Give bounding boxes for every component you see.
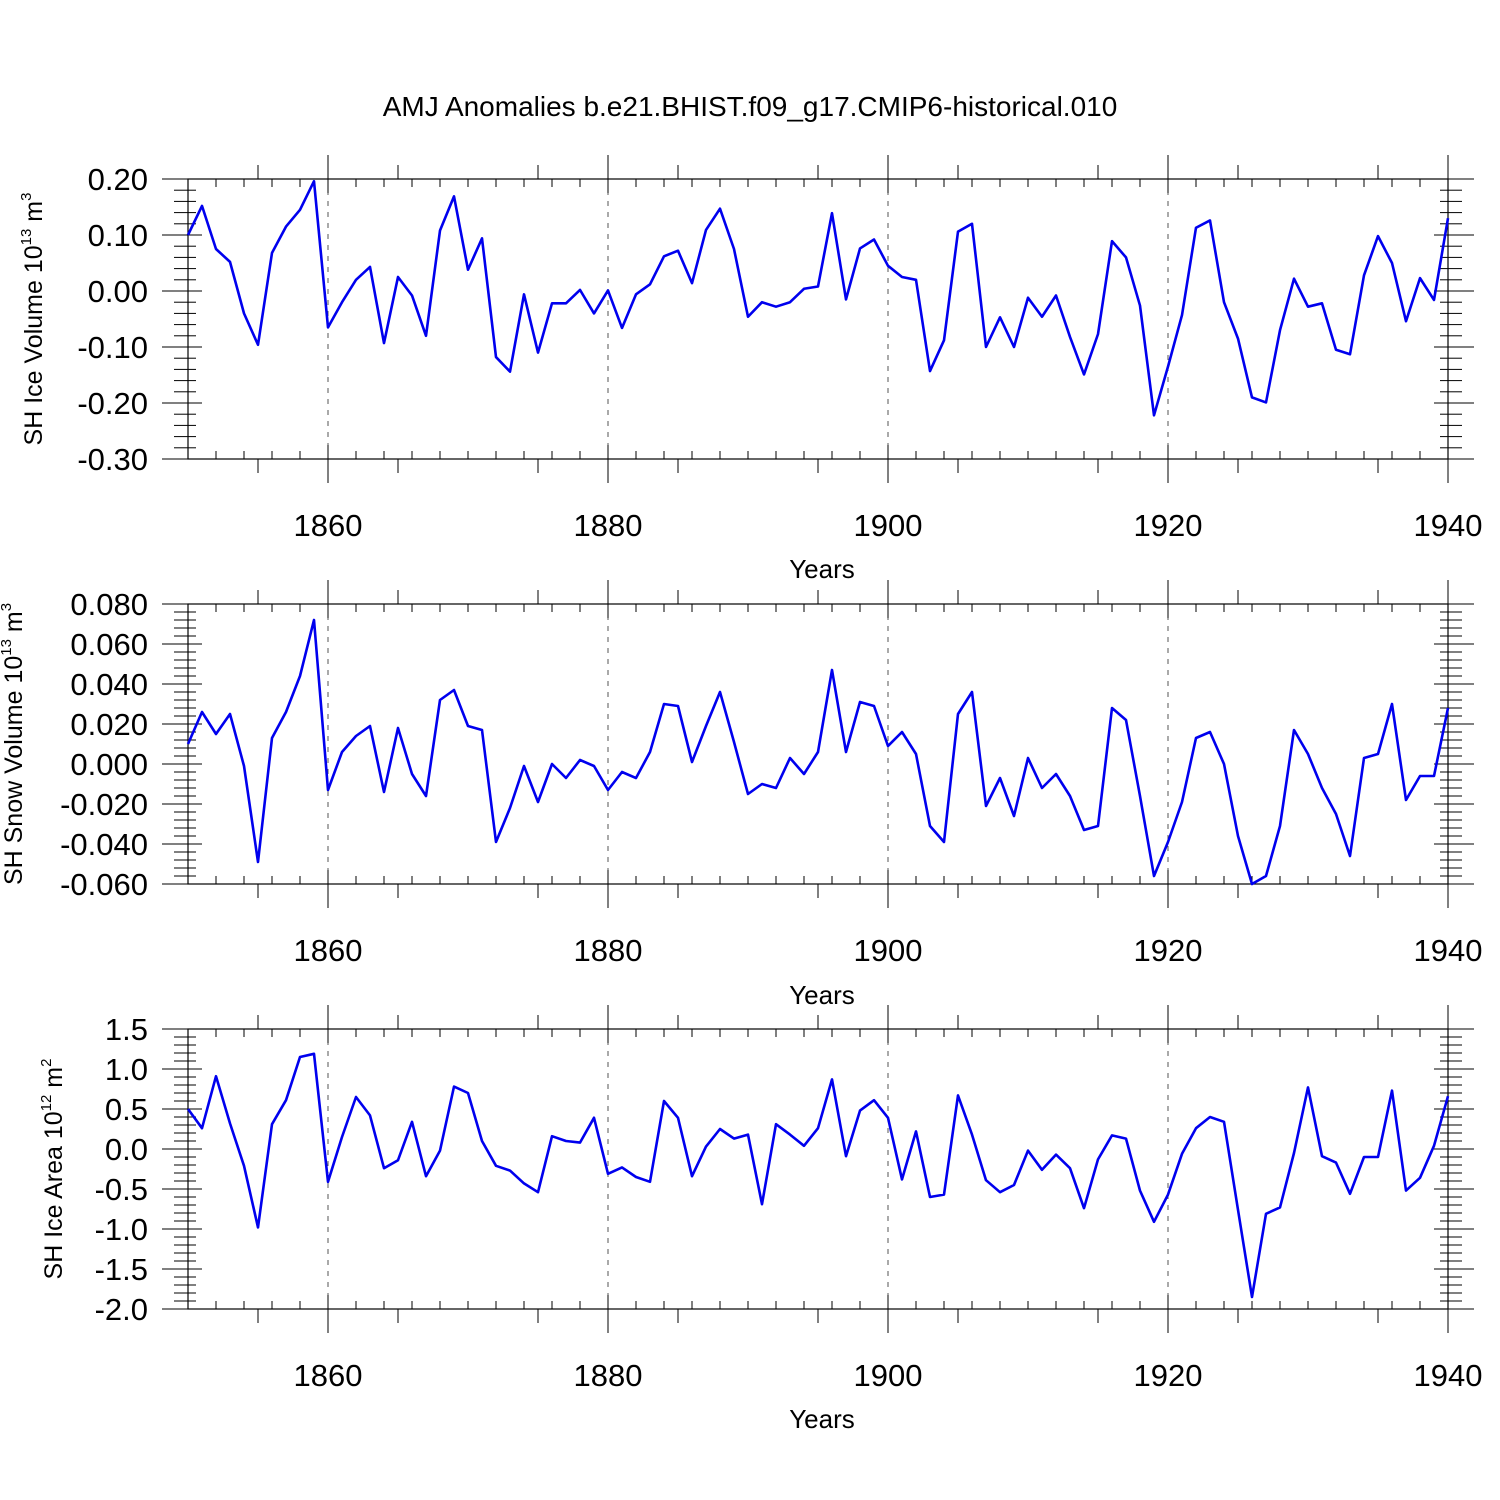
chart-panel-3: 1860 1880 1900 1920 1940 -2.0 -1.5 -1.0 -0.5 0.0 0… (38, 1005, 1482, 1434)
x-tick-label: 1880 (574, 508, 643, 543)
y-tick-label: 0.060 (70, 627, 148, 662)
main-title: AMJ Anomalies b.e21.BHIST.f09_g17.CMIP6-… (383, 91, 1118, 122)
y-axis-label-unit-exponent: 3 (18, 193, 35, 201)
plot-frame (187, 1028, 1449, 1310)
y-tick-label: 0.20 (88, 162, 148, 197)
y-axis-label-unit: m (0, 611, 28, 639)
y-tick-label: 0.000 (70, 747, 148, 782)
x-tick-label: 1880 (574, 933, 643, 968)
x-tick-label: 1900 (854, 1358, 923, 1393)
panels: 1860 1880 1900 1920 1940-0.30-0.20-0.100.000… (0, 155, 1482, 1434)
y-axis-label: SH Snow Volume 1013 m3 (0, 603, 28, 885)
plot-frame (187, 603, 1449, 885)
y-tick-label: -2.0 (95, 1292, 148, 1327)
x-axis-label: Years (789, 1404, 855, 1434)
y-tick-label: 0.5 (105, 1092, 148, 1127)
y-tick-label: 0.020 (70, 707, 148, 742)
y-tick-label: -0.10 (77, 330, 148, 365)
y-tick-label: 1.0 (105, 1052, 148, 1087)
x-axis-label: Years (789, 554, 855, 584)
x-tick-label: 1860 (294, 933, 363, 968)
series-line (186, 179, 1450, 417)
y-axis-label-unit-exponent: 3 (0, 603, 15, 611)
y-tick-label: -0.30 (77, 442, 148, 477)
series-line (186, 618, 1450, 886)
y-axis-label-unit: m (40, 1067, 68, 1095)
x-tick-label: 1900 (854, 933, 923, 968)
x-tick-label: 1860 (294, 508, 363, 543)
y-axis-label-unit-exponent: 2 (38, 1059, 55, 1067)
y-axis-label-exponent: 13 (18, 229, 35, 246)
x-tick-label: 1920 (1134, 1358, 1203, 1393)
x-tick-label: 1940 (1414, 933, 1483, 968)
x-axis-label: Years (789, 980, 855, 1010)
y-axis-label: SH Ice Volume 1013 m3 (18, 193, 48, 446)
y-tick-label: -0.5 (95, 1172, 148, 1207)
x-tick-label: 1880 (574, 1358, 643, 1393)
y-axis-label-prefix: SH Ice Volume 10 (20, 245, 48, 445)
y-axis-label-exponent: 13 (0, 639, 15, 656)
x-tick-label: 1920 (1134, 508, 1203, 543)
y-tick-label: -0.20 (77, 386, 148, 421)
x-tick-label: 1860 (294, 1358, 363, 1393)
series-line (186, 1052, 1450, 1299)
y-tick-label: 0.00 (88, 274, 148, 309)
y-tick-label: 0.0 (105, 1132, 148, 1167)
y-tick-label: -0.020 (60, 787, 148, 822)
y-tick-label: 0.10 (88, 218, 148, 253)
y-axis-label-prefix: SH Ice Area 10 (40, 1111, 68, 1279)
y-tick-label: -1.5 (95, 1252, 148, 1287)
x-tick-label: 1920 (1134, 933, 1203, 968)
y-axis-label-unit: m (20, 201, 48, 229)
y-tick-label: -0.060 (60, 867, 148, 902)
x-tick-label: 1900 (854, 508, 923, 543)
x-tick-label: 1940 (1414, 1358, 1483, 1393)
plot-frame (187, 178, 1449, 460)
y-axis-label-exponent: 12 (38, 1095, 55, 1112)
chart-panel-2: 1860 1880 1900 1920 1940 -0.060 -0.040 -0.020 0.… (0, 580, 1482, 1010)
y-tick-label: -0.040 (60, 827, 148, 862)
x-tick-label: 1940 (1414, 508, 1483, 543)
y-tick-label: 0.040 (70, 667, 148, 702)
y-axis-label-prefix: SH Snow Volume 10 (0, 656, 28, 885)
y-axis-label: SH Ice Area 1012 m2 (38, 1059, 68, 1280)
chart-panel-1: 1860 1880 1900 1920 1940 -0.30 -0.20 -0.10 0.00 0… (18, 155, 1482, 584)
y-tick-label: 0.080 (70, 587, 148, 622)
y-tick-label: -1.0 (95, 1212, 148, 1247)
y-tick-label: 1.5 (105, 1012, 148, 1047)
